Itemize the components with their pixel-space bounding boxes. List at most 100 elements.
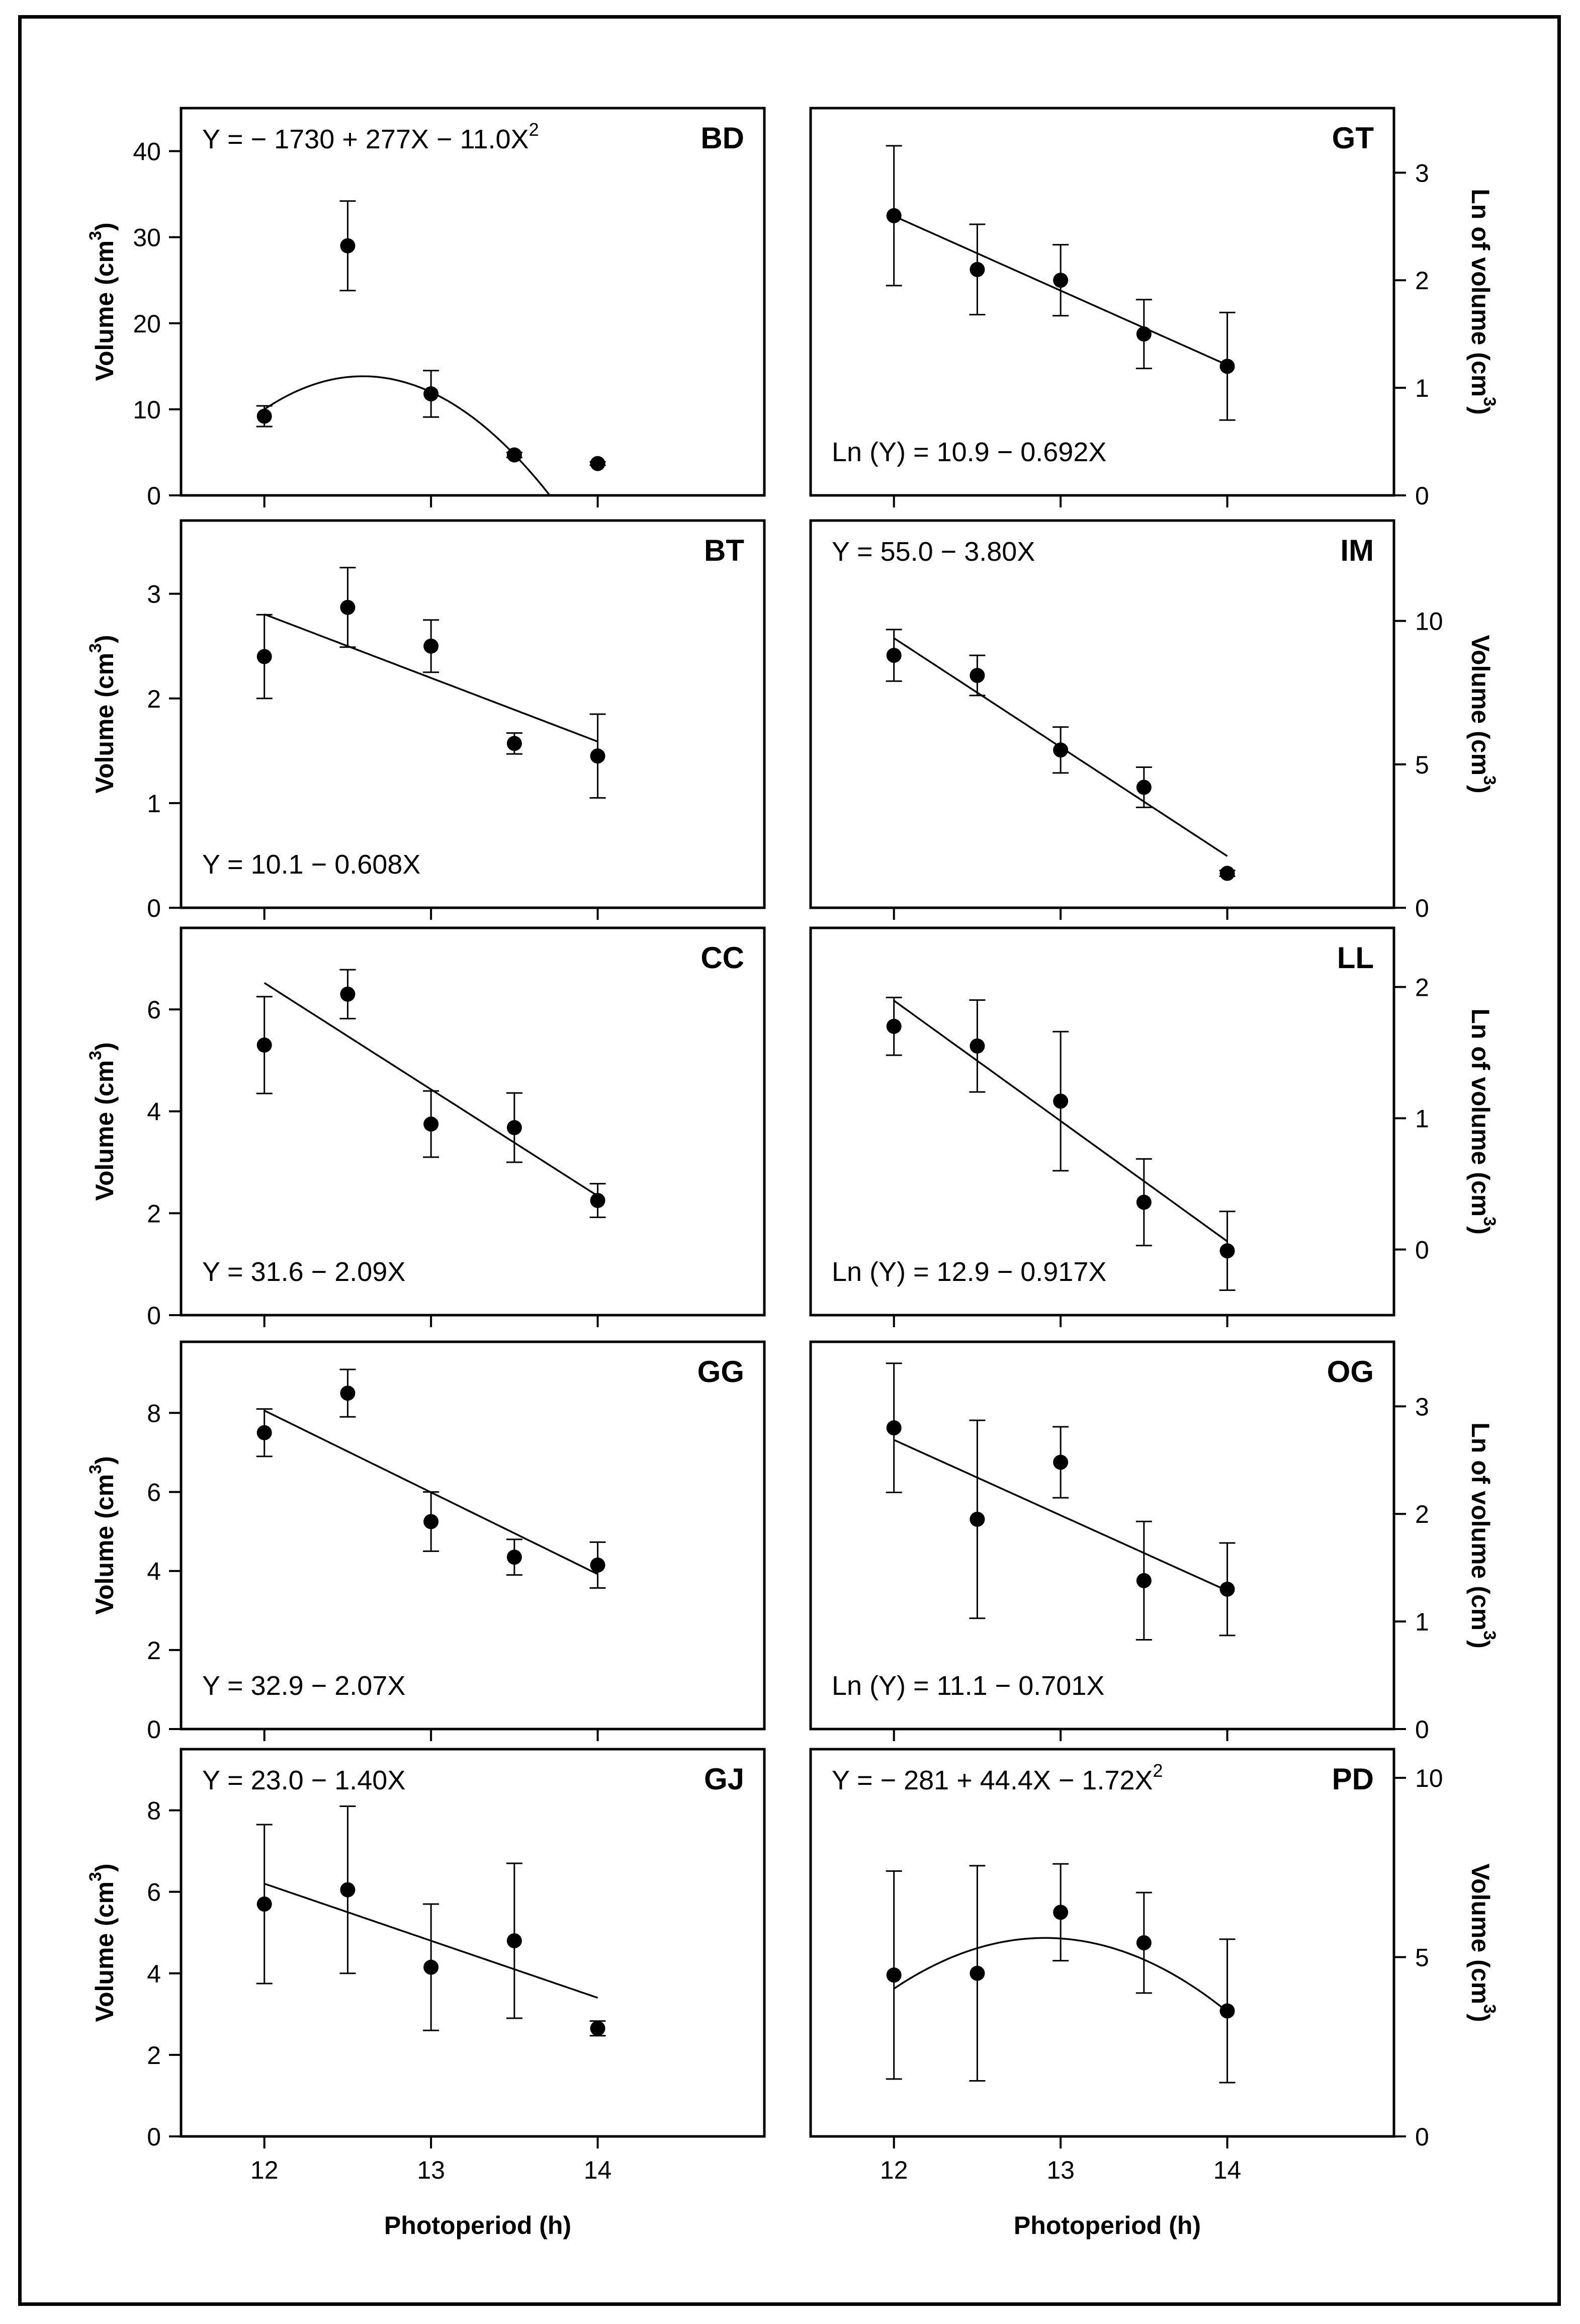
y-tick-label: 6 [147,996,161,1024]
panel-tag: LL [1337,941,1374,975]
regression-equation: Y = − 281 + 44.4X − 1.72X2 [832,1760,1163,1795]
data-point [1053,1454,1069,1470]
data-point [970,1038,985,1054]
data-point [970,668,985,683]
data-point [1219,359,1235,374]
panel-frame [809,1748,1395,2138]
panel-frame [180,519,766,909]
panel-gg: 0 2 4 6 8 Volume (cm3) GG Y = 32.9 − 2.07X [86,1340,766,1744]
regression-equation: Y = 31.6 − 2.09X [202,1257,405,1287]
y-tick-label: 0 [1415,482,1429,510]
y-tick-label: 0 [147,894,161,922]
data-point [1053,742,1069,758]
data-point [1136,1194,1152,1210]
superscript: 3 [1480,776,1499,785]
data-point [590,748,605,764]
suffix: ) [91,1042,119,1051]
data-point [590,1557,605,1573]
data-point [340,1386,356,1401]
superscript: 3 [1480,1630,1499,1640]
y-tick-label: 5 [1415,751,1429,779]
superscript: 2 [1153,1760,1163,1781]
panel-frame [180,926,766,1317]
data-point [423,1959,439,1975]
regression-equation: Ln (Y) = 12.9 − 0.917X [832,1257,1106,1287]
y-tick-label: 2 [1415,973,1429,1001]
data-point [886,648,902,663]
panel-tag: GG [697,1355,744,1389]
panel-ll: 0 1 2 Ln of volume (cm3) LL Ln (Y) = 12.9 − 0… [809,926,1499,1327]
data-point [970,262,985,277]
y-axis-label: Volume (cm3) [86,222,119,381]
fit-line [264,613,598,743]
panel-bd: 0 10 20 30 40 Volume (cm3) BD Y = − 1730 + 277X… [86,107,766,510]
data-point [506,1120,522,1136]
data-point [1219,1243,1235,1259]
y-tick-label: 5 [1415,1944,1429,1972]
y-tick-label: 3 [1415,1393,1429,1421]
data-point [256,649,272,664]
panel-tag: BT [704,534,744,567]
y-tick-label: 6 [147,1878,161,1907]
regression-equation: Ln (Y) = 11.1 − 0.701X [832,1671,1104,1701]
data-point [1053,1093,1069,1109]
panel-gj: 12 13 14 0 2 4 6 8 Volume (cm3) GJ Y = 23.0 − 1.40… [86,1748,766,2184]
y-tick-label: 4 [147,1960,161,1988]
data-point [1053,273,1069,288]
data-point [340,1882,356,1898]
y-tick-label: 40 [133,138,161,166]
data-point [506,736,522,751]
y-tick-label: 0 [147,1715,161,1744]
panel-tag: BD [700,121,744,155]
suffix: ) [1466,1640,1495,1649]
y-tick-label: 10 [1415,1764,1443,1792]
y-axis-label: Volume (cm3) [86,1042,119,1200]
y-axis-label: Volume (cm3) [86,635,119,793]
data-point [1219,2003,1235,2019]
data-point [423,1514,439,1529]
data-point [340,599,356,615]
data-point [423,638,439,654]
regression-equation: Ln (Y) = 10.9 − 0.692X [832,437,1106,467]
panel-tag: GT [1332,121,1374,155]
y-tick-label: 0 [1415,2123,1429,2151]
data-point [340,986,356,1002]
superscript: 3 [86,231,105,240]
y-axis-label: Volume (cm3) [86,1456,119,1614]
data-point [1219,866,1235,881]
y-tick-label: 1 [147,790,161,818]
y-tick-label: 1 [1415,1104,1429,1133]
panel-tag: PD [1332,1762,1374,1796]
superscript: 3 [1480,397,1499,406]
panel-frame [809,519,1395,909]
data-point [506,1550,522,1565]
regression-equation: Y = − 1730 + 277X − 11.0X2 [202,119,539,154]
suffix: ) [91,635,119,643]
suffix: ) [1466,1226,1495,1235]
x-axis-label-right: Photoperiod (h) [1014,2211,1201,2240]
y-tick-label: 3 [147,580,161,609]
superscript: 3 [86,1872,105,1881]
data-point [1136,1573,1152,1588]
data-point [590,2021,605,2036]
panel-tag: IM [1340,534,1374,567]
y-axis-label: Volume (cm3) [86,1863,119,2022]
y-tick-label: 1 [1415,1608,1429,1636]
superscript: 3 [86,1051,105,1060]
superscript: 3 [86,643,105,653]
y-tick-label: 30 [133,224,161,252]
panel-tag: OG [1327,1355,1374,1389]
y-tick-label: 8 [147,1399,161,1427]
x-axis-label-left: Photoperiod (h) [384,2211,571,2240]
data-point [886,1018,902,1034]
x-tick-label: 12 [250,2156,279,2184]
y-tick-label: 10 [133,396,161,424]
regression-equation: Y = 23.0 − 1.40X [202,1765,405,1795]
y-tick-label: 2 [1415,267,1429,295]
x-tick-label: 12 [880,2156,908,2184]
x-tick-label: 14 [1213,2156,1242,2184]
superscript: 2 [529,119,539,140]
